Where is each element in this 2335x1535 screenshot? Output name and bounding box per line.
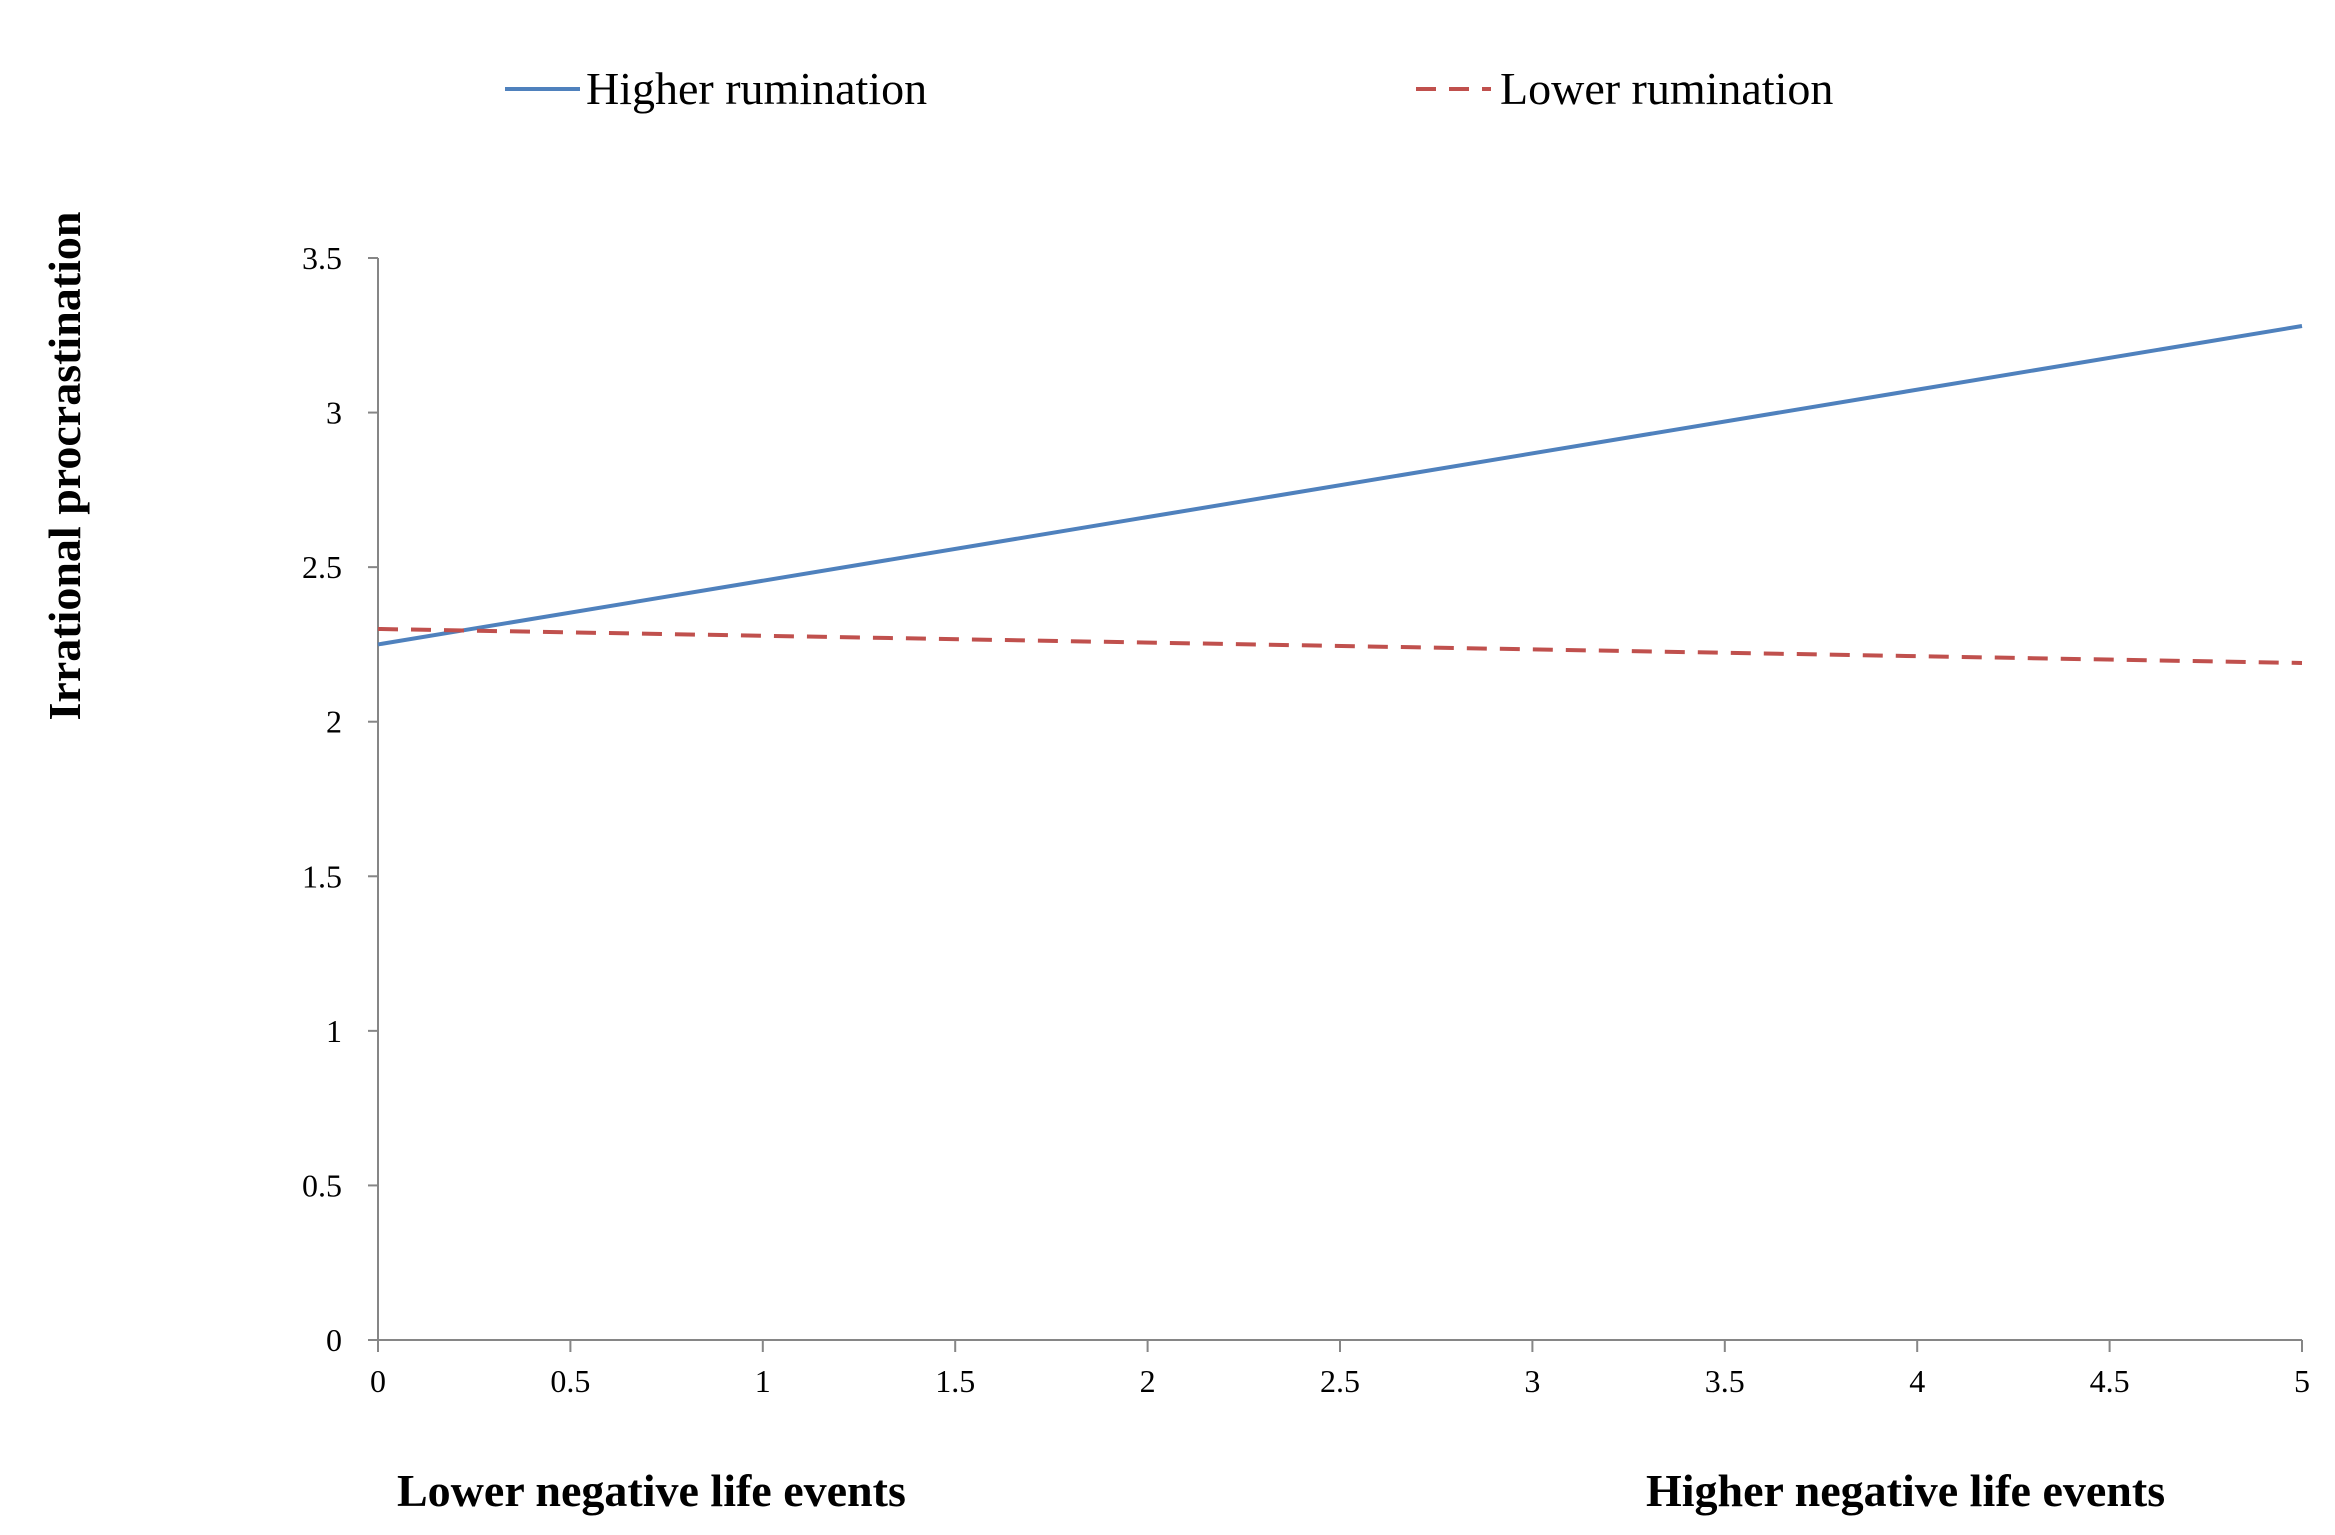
x-tick-label: 3.5 [1705, 1363, 1745, 1399]
series-line-lower-rumination [377, 626, 2303, 665]
series [377, 324, 2303, 665]
legend: Higher rumination Lower rumination [505, 63, 1833, 114]
legend-item-higher-rumination: Higher rumination [505, 63, 927, 114]
x-annotation-left: Lower negative life events [397, 1465, 906, 1516]
x-tick-label: 5 [2294, 1363, 2310, 1399]
legend-label-lower-rumination: Lower rumination [1500, 63, 1833, 114]
legend-label-higher-rumination: Higher rumination [586, 63, 927, 114]
x-tick-label: 0.5 [550, 1363, 590, 1399]
x-tick-label: 1.5 [935, 1363, 975, 1399]
y-tick-label: 3 [326, 395, 342, 431]
x-tick-label: 3 [1524, 1363, 1540, 1399]
y-tick-label: 1 [326, 1013, 342, 1049]
x-tick-label: 2 [1140, 1363, 1156, 1399]
x-tick-label: 1 [755, 1363, 771, 1399]
y-tick-label: 0 [326, 1322, 342, 1358]
y-axis-title: Irrational procrastination [39, 212, 90, 721]
x-tick-label: 4 [1909, 1363, 1925, 1399]
x-annotation-right: Higher negative life events [1646, 1465, 2165, 1516]
y-tick-label: 2.5 [302, 549, 342, 585]
legend-item-lower-rumination: Lower rumination [1416, 63, 1833, 114]
y-tick-label: 3.5 [302, 240, 342, 276]
x-tick-label: 0 [370, 1363, 386, 1399]
ticks: 0 0.5 1 1.5 2 2.5 3 3.5 4 4.5 5 0 0.5 1 1.5 2 2.5 3 3.5 [302, 240, 2310, 1399]
series-line-higher-rumination [377, 324, 2303, 647]
x-tick-label: 4.5 [2090, 1363, 2130, 1399]
x-tick-label: 2.5 [1320, 1363, 1360, 1399]
y-tick-label: 0.5 [302, 1167, 342, 1203]
y-tick-label: 1.5 [302, 858, 342, 894]
y-tick-label: 2 [326, 704, 342, 740]
